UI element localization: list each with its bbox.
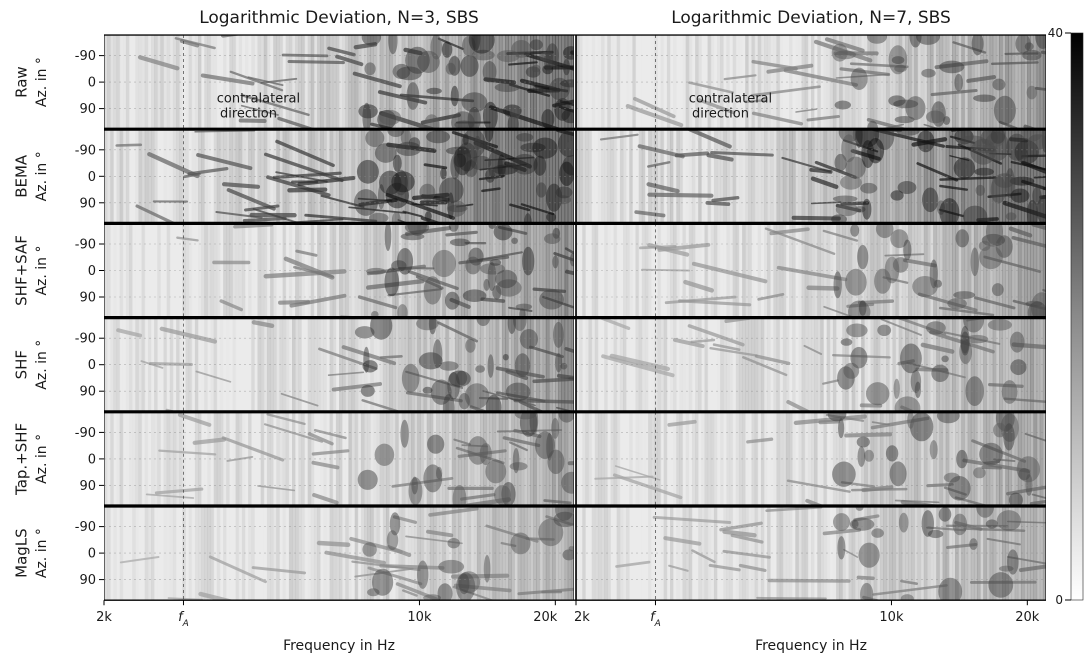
annotation-contralateral: contralateral — [689, 92, 772, 107]
x-axis-label: Frequency in Hz — [283, 638, 395, 654]
y-tick-label: 0 — [88, 358, 96, 373]
y-axis-label: Az. in ° — [34, 434, 50, 484]
column-title-n7: Logarithmic Deviation, N=7, SBS — [671, 8, 951, 28]
y-tick-label: 0 — [88, 170, 96, 185]
row-label-tap-shf: Tap.+SHF — [13, 423, 31, 496]
y-tick-label: 0 — [88, 76, 96, 91]
row-label-shf: SHF — [13, 350, 31, 379]
heatmap-panel-shf-n3 — [104, 317, 574, 412]
x-tick-label: 10k — [407, 610, 432, 625]
x-tick-label: 2k — [574, 610, 590, 625]
y-tick-label: -90 — [75, 520, 96, 535]
fa-tick-label: fA — [178, 610, 189, 629]
y-axis-label: Az. in ° — [34, 57, 50, 107]
heatmap-panel-shf-saf-n7 — [576, 223, 1046, 318]
y-axis-label: Az. in ° — [34, 528, 50, 578]
row-label-magls: MagLS — [13, 528, 31, 578]
y-tick-label: -90 — [75, 143, 96, 158]
y-tick-label: 0 — [88, 264, 96, 279]
y-tick-label: 90 — [79, 196, 96, 211]
colorbar-max-label: 40 — [1048, 26, 1063, 40]
y-tick-label: 90 — [79, 479, 96, 494]
x-tick-label: 2k — [96, 610, 112, 625]
colorbar — [1070, 32, 1084, 601]
y-tick-label: -90 — [75, 332, 96, 347]
x-tick-label: 20k — [1015, 610, 1040, 625]
y-tick-label: -90 — [75, 426, 96, 441]
row-label-raw: Raw — [13, 66, 31, 98]
annotation-direction: direction — [692, 107, 749, 122]
y-tick-label: 0 — [88, 547, 96, 562]
annotation-contralateral: contralateral — [217, 92, 300, 107]
heatmap-panel-bema-n7 — [576, 129, 1046, 224]
y-tick-label: 0 — [88, 452, 96, 467]
x-axis-label: Frequency in Hz — [755, 638, 867, 654]
heatmap-panel-magls-n7 — [576, 506, 1046, 601]
y-tick-label: 90 — [79, 573, 96, 588]
colorbar-min-label: 0 — [1055, 593, 1063, 607]
row-label-bema: BEMA — [13, 154, 31, 198]
y-tick-label: -90 — [75, 238, 96, 253]
heatmap-panel-tap-shf-n3 — [104, 411, 574, 506]
heatmap-panel-shf-saf-n3 — [104, 223, 574, 318]
x-tick-label: 10k — [879, 610, 904, 625]
annotation-direction: direction — [220, 107, 277, 122]
x-tick-label: 20k — [533, 610, 558, 625]
y-tick-label: 90 — [79, 102, 96, 117]
y-tick-label: 90 — [79, 290, 96, 305]
heatmap-panel-magls-n3 — [104, 506, 574, 601]
heatmap-panel-shf-n7 — [576, 317, 1046, 412]
column-title-n3: Logarithmic Deviation, N=3, SBS — [199, 8, 479, 28]
heatmap-panel-bema-n3 — [104, 129, 574, 224]
y-axis-label: Az. in ° — [34, 245, 50, 295]
y-axis-label: Az. in ° — [34, 340, 50, 390]
heatmap-panel-raw-n7 — [576, 35, 1046, 130]
heatmap-panel-tap-shf-n7 — [576, 411, 1046, 506]
heatmap-panel-raw-n3 — [104, 35, 574, 130]
row-label-shf-saf: SHF+SAF — [13, 235, 31, 306]
fa-tick-label: fA — [650, 610, 661, 629]
y-tick-label: 90 — [79, 385, 96, 400]
y-tick-label: -90 — [75, 49, 96, 64]
y-axis-label: Az. in ° — [34, 151, 50, 201]
